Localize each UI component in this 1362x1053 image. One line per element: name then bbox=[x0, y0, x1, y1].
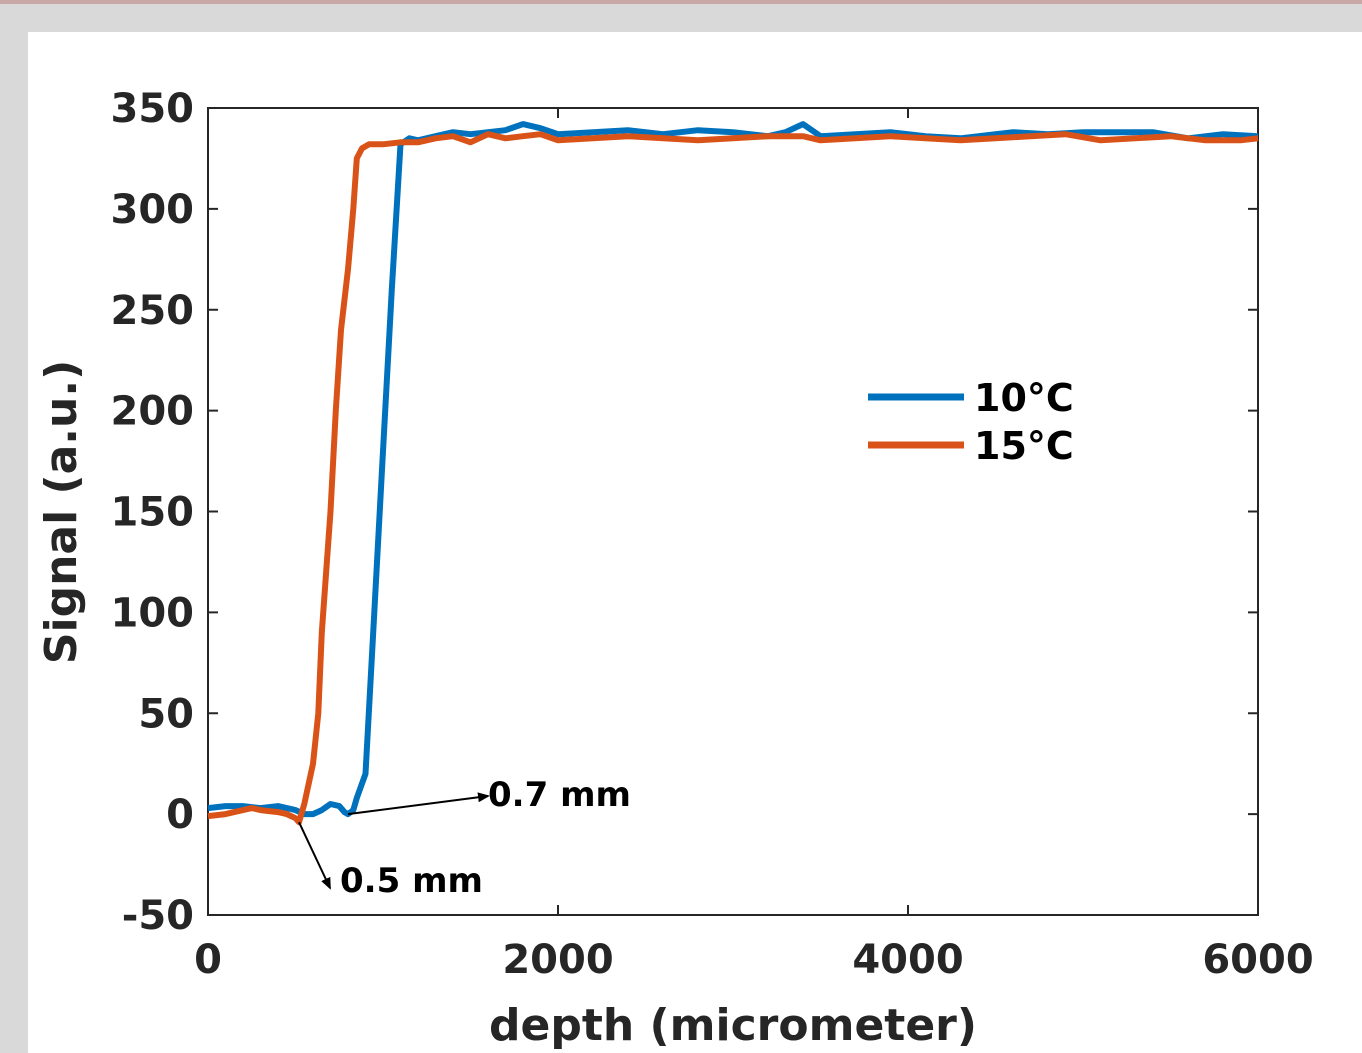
x-tick-label: 2000 bbox=[502, 937, 613, 983]
y-tick-label: 50 bbox=[138, 691, 194, 737]
y-tick-label: 100 bbox=[111, 590, 195, 636]
y-tick-label: -50 bbox=[122, 893, 194, 939]
plot-area bbox=[207, 107, 1259, 916]
x-tick-label: 0 bbox=[194, 937, 222, 983]
y-tick-label: 350 bbox=[111, 86, 195, 132]
annotation-arrow-0-7mm bbox=[347, 792, 490, 816]
y-axis-label: Signal (a.u.) bbox=[36, 360, 87, 664]
annotation-0-7mm: 0.7 mm bbox=[488, 775, 631, 815]
y-tick-label: 250 bbox=[111, 288, 195, 334]
y-tick-label: 200 bbox=[111, 389, 195, 435]
series-line-2 bbox=[207, 131, 1259, 826]
y-tick-label: 150 bbox=[111, 490, 195, 536]
y-tick-label: 300 bbox=[111, 187, 195, 233]
legend-label-2: 15°C bbox=[974, 424, 1074, 468]
legend-label-1: 10°C bbox=[974, 376, 1074, 420]
annotation-arrow-0-5mm bbox=[298, 821, 331, 890]
x-tick-label: 4000 bbox=[852, 937, 963, 983]
x-tick-label: 6000 bbox=[1202, 937, 1313, 983]
x-axis-label: depth (micrometer) bbox=[489, 1000, 977, 1051]
y-tick-label: 0 bbox=[166, 792, 194, 838]
top-border bbox=[0, 0, 1362, 4]
series-line-1 bbox=[207, 121, 1259, 818]
annotation-0-5mm: 0.5 mm bbox=[340, 861, 483, 901]
